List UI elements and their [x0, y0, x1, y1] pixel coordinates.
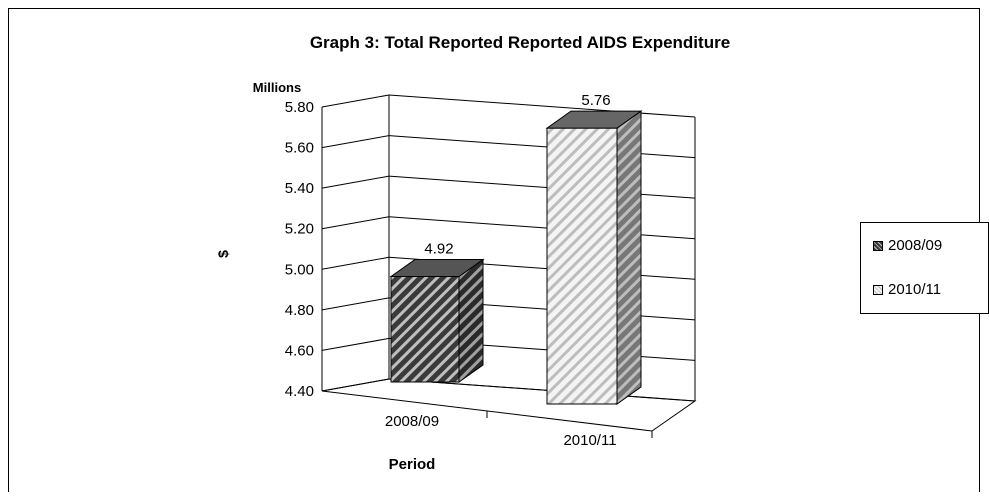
y-tick-label: 5.40: [285, 180, 314, 197]
y-tick-label: 5.00: [285, 261, 314, 278]
gridline-side: [321, 337, 390, 351]
gridline-side: [321, 297, 390, 311]
unit-label: Millions: [253, 80, 301, 95]
bar-side: [458, 258, 484, 383]
data-label: 4.92: [424, 241, 453, 258]
x-tick-label: 2010/11: [563, 432, 616, 449]
legend-swatch-light: [873, 284, 883, 295]
bar-top: [389, 259, 485, 278]
gridline-back: [388, 94, 696, 118]
y-tick-label: 5.60: [285, 140, 314, 157]
gridline-side: [321, 256, 390, 270]
y-tick-label: 4.60: [285, 342, 314, 359]
legend-item-2008-09: 2008/09: [873, 237, 942, 254]
y-tick-label: 5.80: [285, 99, 314, 116]
bar-front: [390, 276, 460, 383]
legend-item-2010-11: 2010/11: [873, 281, 941, 298]
y-tick-label: 4.80: [285, 302, 314, 319]
y-axis-label: $: [215, 250, 231, 258]
gridline-side: [321, 175, 390, 189]
legend: 2008/09 2010/11: [860, 222, 989, 314]
x-tick-label: 2008/09: [385, 413, 439, 430]
y-tick-label: 5.20: [285, 221, 314, 238]
gridline-back: [388, 135, 696, 159]
data-label: 5.76: [581, 92, 610, 109]
legend-label: 2008/09: [888, 237, 943, 254]
gridline-side: [321, 94, 390, 108]
gridline-back: [388, 216, 696, 240]
gridline-side: [321, 216, 390, 230]
gridline-side: [321, 135, 390, 149]
y-tick-label: 4.40: [285, 383, 314, 400]
gridline-back: [388, 175, 696, 199]
bar-front: [546, 127, 618, 405]
legend-label: 2010/11: [888, 281, 942, 298]
bar-top: [545, 110, 643, 129]
floor: [321, 378, 697, 432]
bar-side: [616, 110, 642, 405]
x-axis-label: Period: [389, 456, 436, 473]
chart-title: Graph 3: Total Reported Reported AIDS Ex…: [310, 33, 730, 52]
legend-swatch-dark: [873, 240, 883, 251]
